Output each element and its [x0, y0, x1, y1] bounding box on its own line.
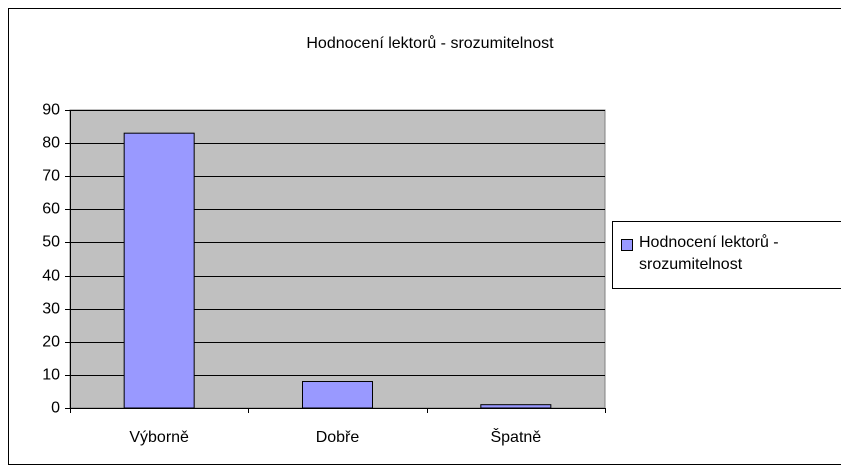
bar — [480, 404, 552, 409]
x-tick-label: Dobře — [316, 429, 360, 446]
y-tick-label: 40 — [42, 268, 60, 285]
y-tick-label: 80 — [42, 135, 60, 152]
legend: Hodnocení lektorů - srozumitelnost — [612, 221, 841, 289]
bar — [302, 381, 373, 409]
y-tick-label: 20 — [42, 334, 60, 351]
legend-label: Hodnocení lektorů - srozumitelnost — [639, 234, 779, 273]
y-tick-label: 50 — [42, 234, 60, 251]
legend-swatch — [621, 239, 633, 251]
y-tick-label: 60 — [42, 201, 60, 218]
y-tick-label: 10 — [42, 367, 60, 384]
y-tick-label: 90 — [42, 102, 60, 119]
x-tick-label: Špatně — [490, 427, 541, 446]
chart-title: Hodnocení lektorů - srozumitelnost — [306, 34, 554, 52]
x-tick-label: Výborně — [129, 429, 189, 446]
y-tick-label: 0 — [51, 400, 60, 417]
y-tick-label: 70 — [42, 168, 60, 185]
bar — [123, 132, 195, 409]
y-tick-label: 30 — [42, 301, 60, 318]
